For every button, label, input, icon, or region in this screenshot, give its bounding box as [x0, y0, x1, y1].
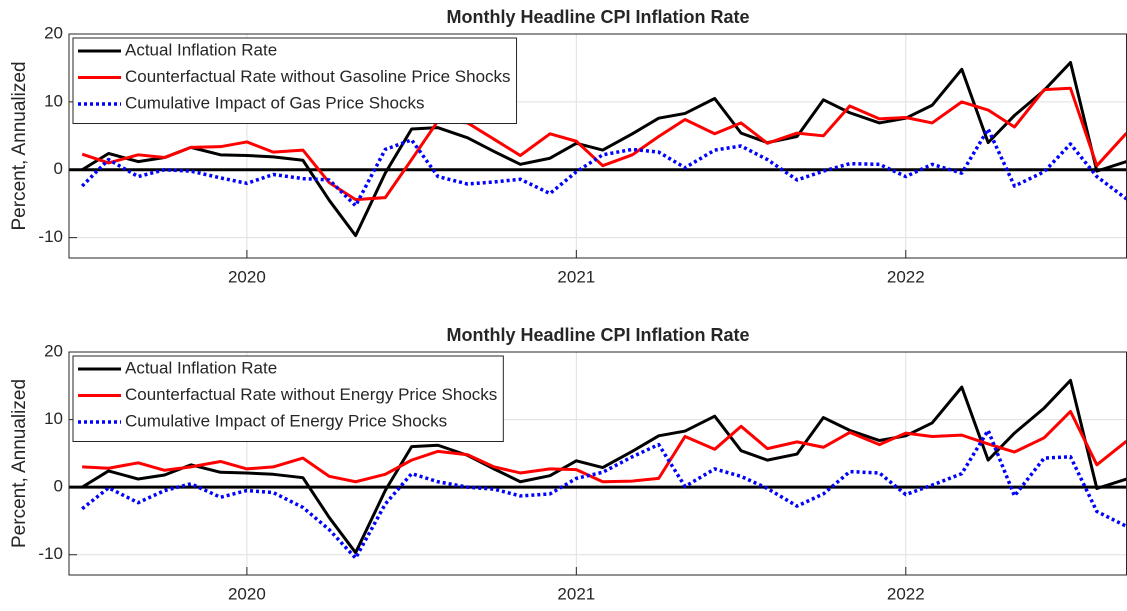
series-line — [82, 409, 1127, 484]
y-axis-label: Percent, Annualized — [9, 379, 30, 548]
series-line — [81, 378, 1127, 555]
x-tick-label: 2022 — [887, 267, 925, 286]
y-tick-label: 10 — [44, 91, 63, 110]
plot-area — [81, 378, 1127, 560]
chart-title: Monthly Headline CPI Inflation Rate — [446, 7, 749, 27]
y-tick-label: 10 — [44, 409, 63, 428]
legend: Actual Inflation Rate Counterfactual Rate… — [72, 355, 504, 442]
legend-label: Cumulative Impact of Energy Price Shocks — [125, 411, 447, 430]
legend-label: Actual Inflation Rate — [125, 358, 277, 377]
legend-box — [72, 355, 504, 442]
x-tick-label: 2020 — [228, 584, 266, 603]
legend-label: Counterfactual Rate without Energy Price… — [125, 385, 497, 404]
y-tick-label: -10 — [38, 227, 63, 246]
series-line — [81, 61, 1127, 238]
y-tick-label: 20 — [44, 23, 63, 42]
x-tick-label: 2022 — [887, 584, 925, 603]
y-tick-label: 20 — [44, 341, 63, 360]
legend: Actual Inflation Rate Counterfactual Rate… — [72, 37, 518, 124]
legend-label: Actual Inflation Rate — [125, 40, 277, 59]
subplot: Monthly Headline CPI Inflation Rate Perce… — [9, 325, 1127, 603]
y-axis-label: Percent, Annualized — [9, 61, 30, 230]
x-tick-label: 2021 — [557, 267, 595, 286]
subplot: Monthly Headline CPI Inflation Rate Perce… — [9, 7, 1127, 286]
series-line — [81, 86, 1127, 202]
y-tick-label: 0 — [54, 159, 63, 178]
plot-area — [80, 61, 1127, 238]
series-line — [80, 127, 1127, 208]
chart-title: Monthly Headline CPI Inflation Rate — [446, 325, 749, 345]
y-tick-label: -10 — [38, 544, 63, 563]
legend-label: Cumulative Impact of Gas Price Shocks — [125, 93, 425, 112]
legend-label: Counterfactual Rate without Gasoline Pri… — [125, 67, 511, 86]
legend-box — [72, 37, 518, 124]
x-tick-label: 2020 — [228, 267, 266, 286]
series-line — [81, 428, 1127, 560]
x-tick-label: 2021 — [557, 584, 595, 603]
y-tick-label: 0 — [54, 477, 63, 496]
